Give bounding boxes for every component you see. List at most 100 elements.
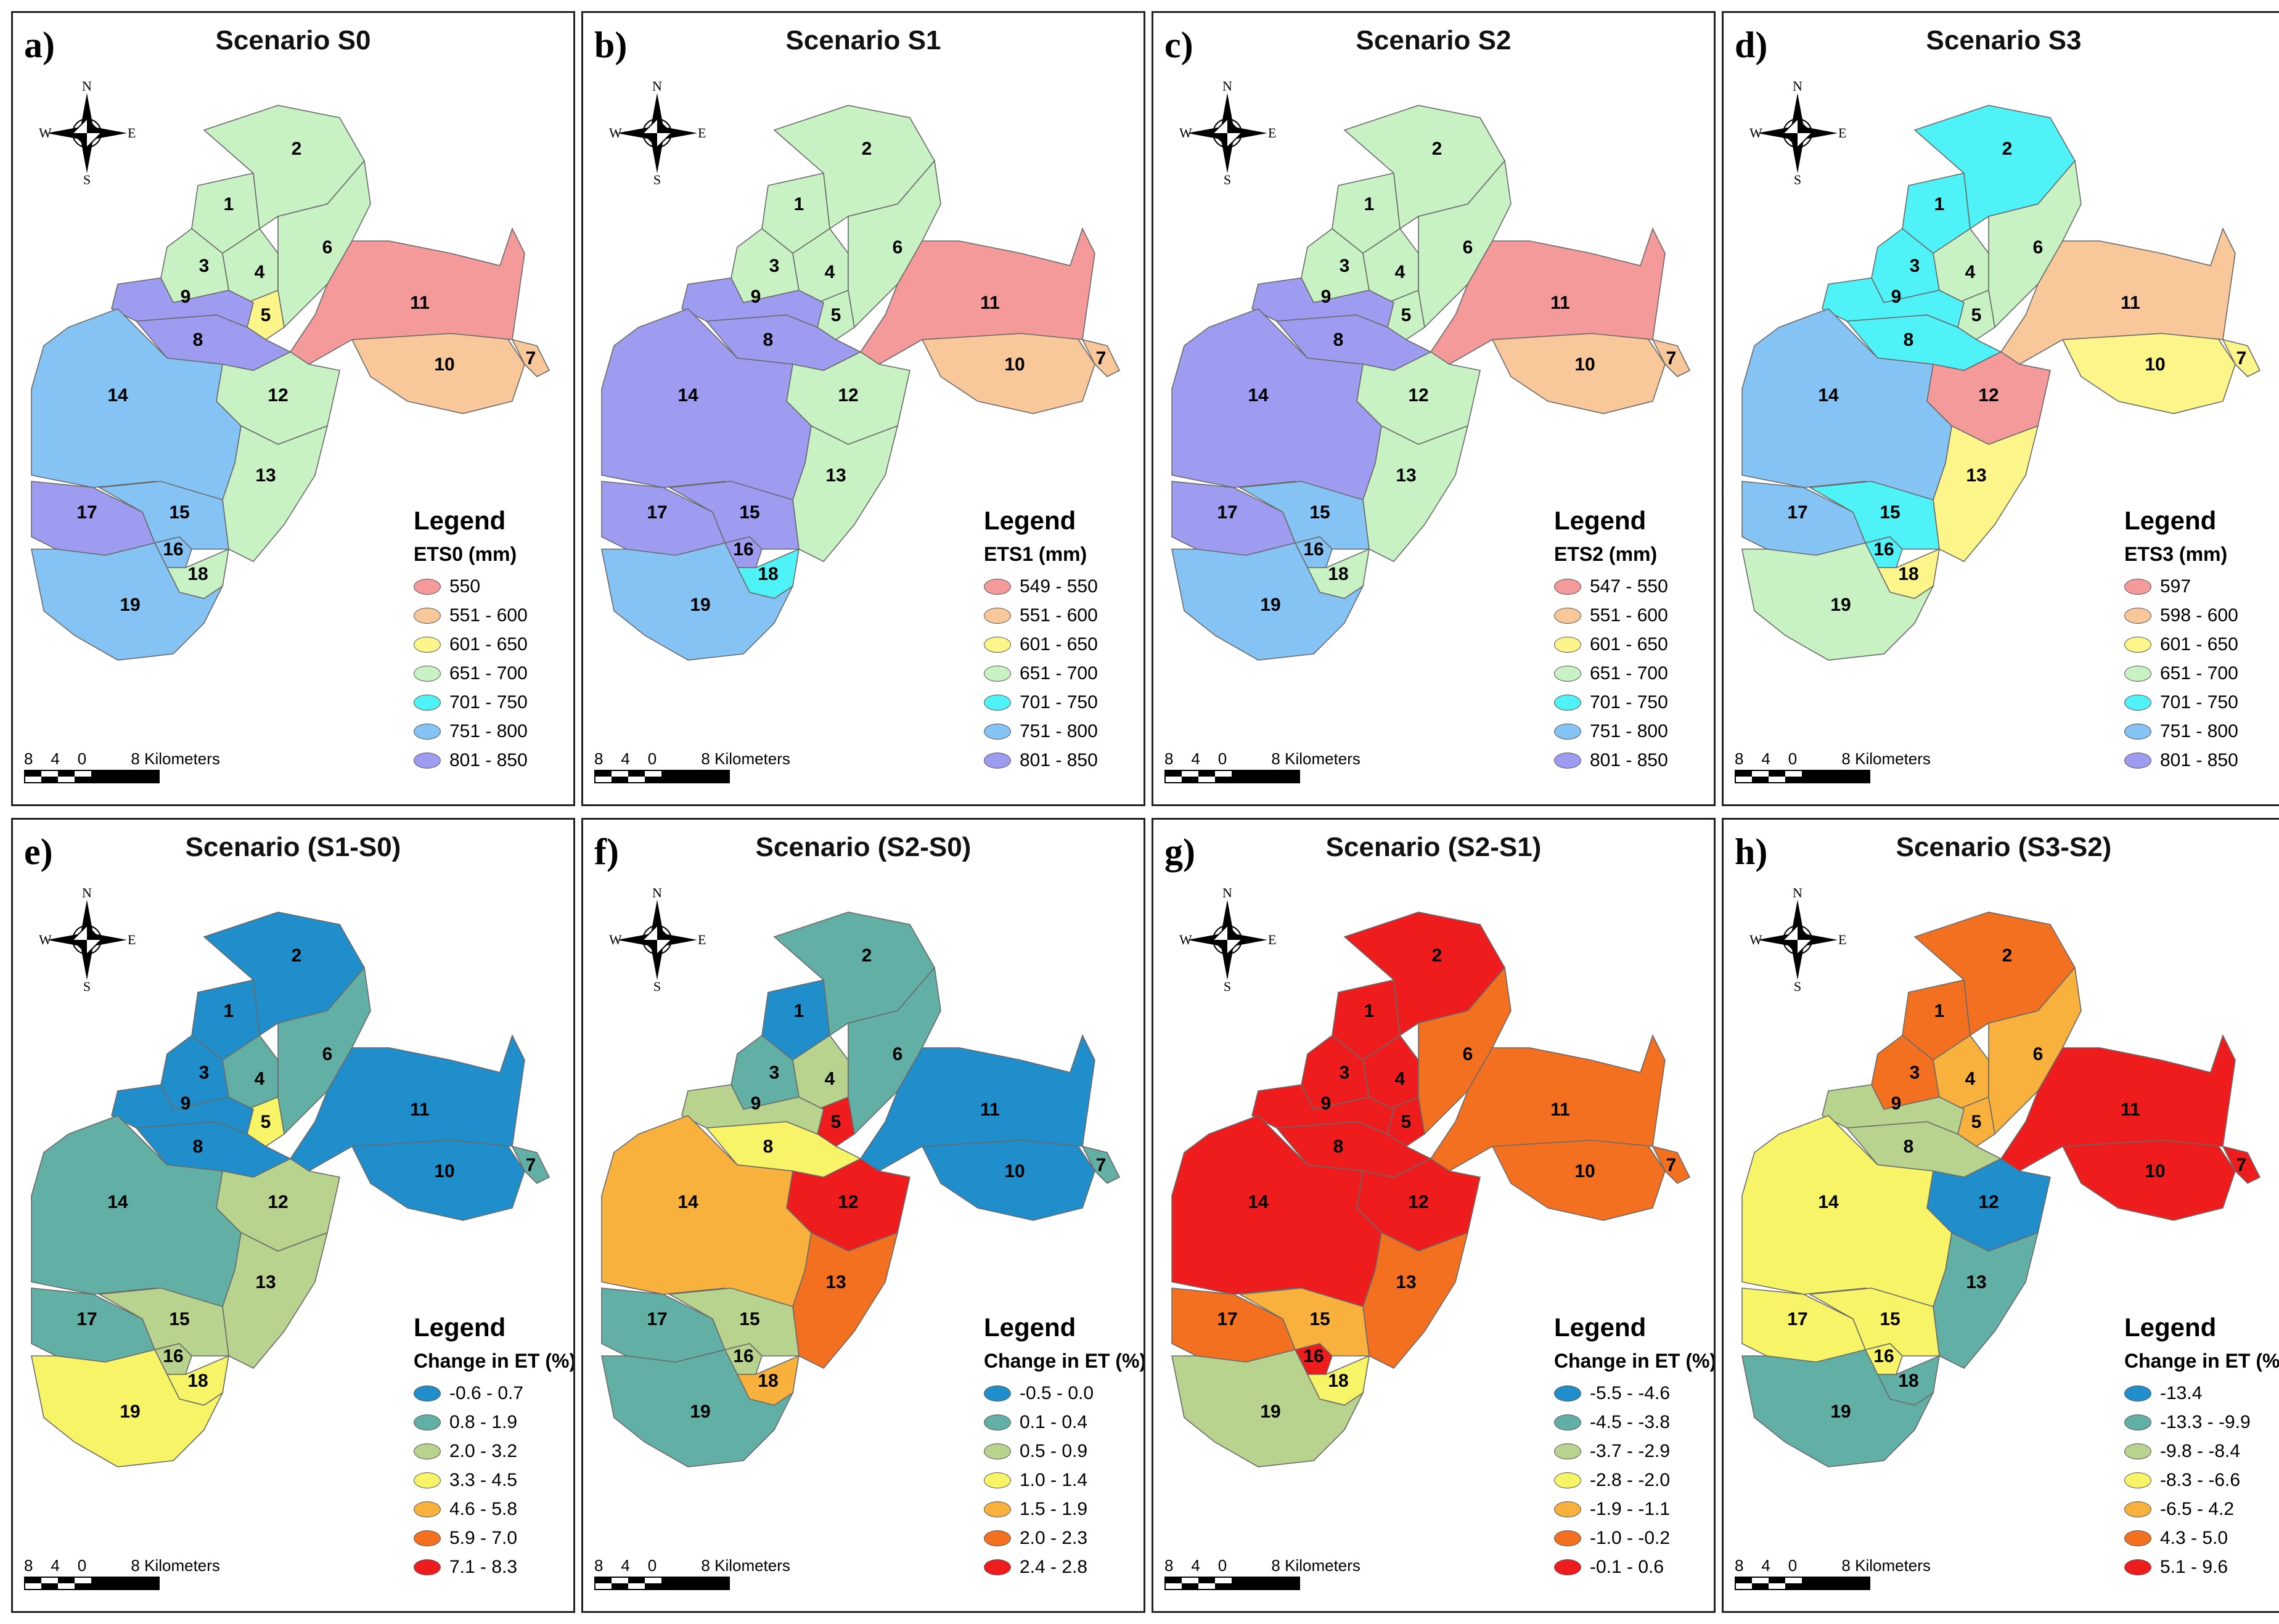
- subbasin-label: 15: [1880, 1309, 1900, 1329]
- map-legend: Legend ETS3 (mm) 597 598 - 600 601 - 650 651 …: [2124, 506, 2279, 775]
- subbasin-label: 15: [1309, 502, 1330, 523]
- legend-heading: Legend: [1554, 1313, 1647, 1342]
- subbasin-label: 3: [199, 1063, 210, 1083]
- map-panel: b) Scenario S1 1 2 3 4 5 6 7 8 9 10 11 12 13 14 15 16 17 18…: [581, 11, 1145, 806]
- compass-w: W: [1179, 932, 1192, 947]
- subbasin-label: 5: [1971, 305, 1982, 325]
- compass-n: N: [1222, 81, 1232, 94]
- compass-n: N: [1222, 887, 1232, 900]
- subbasin-label: 10: [2145, 1161, 2165, 1181]
- scale-bar-graphic: [594, 1577, 730, 1590]
- subbasin-label: 1: [1934, 1001, 1945, 1021]
- legend-label: 551 - 600: [449, 605, 528, 626]
- subbasin-label: 11: [980, 1100, 1000, 1120]
- legend-label: 2.4 - 2.8: [1020, 1556, 1088, 1577]
- legend-label: 597: [2160, 576, 2191, 597]
- map-panel: h) Scenario (S3-S2) 1 2 3 4 5 6 7 8 9 10 11 12 13 14 15 1…: [1722, 818, 2279, 1613]
- legend-label: 601 - 650: [1590, 634, 1668, 655]
- panel-title: Scenario S1: [785, 25, 941, 55]
- legend-swatch: [984, 665, 1011, 682]
- subbasin-label: 4: [825, 1069, 835, 1089]
- subbasin-label: 18: [758, 1371, 778, 1391]
- legend-swatch: [414, 578, 441, 595]
- subbasin-label: 19: [1830, 1402, 1851, 1422]
- compass-e: E: [1268, 932, 1276, 947]
- legend-swatch: [1554, 1414, 1581, 1430]
- subbasin-label: 8: [763, 330, 774, 350]
- legend-entry: -5.5 - -4.6: [1554, 1379, 1714, 1408]
- legend-label: 701 - 750: [1020, 692, 1098, 712]
- scale-tick-label: 0: [629, 1556, 657, 1575]
- legend-entry: 801 - 850: [2124, 746, 2279, 775]
- subbasin-label: 12: [1408, 385, 1428, 406]
- scale-labels: 8 4 0 8 Kilometers: [1735, 1556, 1931, 1575]
- legend-swatch: [414, 752, 441, 769]
- subbasin-label: 18: [758, 564, 778, 584]
- scale-tick-label: 8: [24, 1556, 33, 1575]
- legend-entry: 0.5 - 0.9: [984, 1437, 1144, 1466]
- legend-swatch: [1554, 1472, 1581, 1488]
- subbasin-zone: [1741, 308, 1952, 500]
- legend-swatch: [2124, 1443, 2151, 1459]
- compass-e: E: [1268, 125, 1276, 141]
- legend-label: 550: [449, 576, 481, 597]
- legend-heading: Legend: [984, 506, 1076, 535]
- subbasin-label: 14: [1818, 1192, 1839, 1212]
- legend-entry: 1.0 - 1.4: [984, 1466, 1144, 1495]
- scale-bar-graphic: [594, 770, 730, 783]
- subbasin-label: 12: [1978, 1192, 1999, 1212]
- legend-swatch: [2124, 1472, 2151, 1488]
- map-panel: e) Scenario (S1-S0) 1 2 3 4 5 6 7 8 9 10 11 12 13 14 15 1…: [11, 818, 575, 1613]
- legend-entry: -13.4: [2124, 1379, 2279, 1408]
- scale-tick-label: 0: [629, 749, 657, 768]
- legend-entry: 2.0 - 3.2: [414, 1437, 573, 1466]
- subbasin-label: 6: [1463, 237, 1473, 258]
- legend-label: 801 - 850: [449, 749, 528, 770]
- legend-swatch: [414, 1443, 441, 1459]
- north-arrow-icon: N S W E: [609, 81, 706, 186]
- subbasin-zone: [1741, 1349, 1935, 1467]
- compass-s: S: [1224, 172, 1231, 186]
- subbasin-label: 11: [410, 1100, 430, 1120]
- subbasin-zone: [792, 1231, 899, 1369]
- scale-bar-graphic: [1735, 770, 1870, 783]
- legend-swatch: [414, 636, 441, 653]
- subbasin-label: 13: [255, 1272, 276, 1292]
- legend-entry: 5.1 - 9.6: [2124, 1553, 2279, 1581]
- legend-entry: -6.5 - 4.2: [2124, 1495, 2279, 1524]
- panel-letter: a): [24, 25, 55, 65]
- subbasin-label: 9: [1321, 287, 1332, 307]
- subbasin-label: 8: [1904, 1136, 1914, 1157]
- scale-tick-label: 8 Kilometers: [1227, 749, 1360, 768]
- subbasin-label: 7: [1666, 1155, 1677, 1175]
- legend-field-name: ETS1 (mm): [984, 543, 1087, 565]
- legend-label: -4.5 - -3.8: [1590, 1411, 1671, 1432]
- panel-title: Scenario S3: [1926, 25, 2082, 55]
- legend-entry: 801 - 850: [1554, 746, 1714, 775]
- legend-swatch: [414, 1414, 441, 1430]
- subbasin-label: 14: [677, 1192, 698, 1212]
- legend-label: 801 - 850: [1020, 749, 1098, 770]
- subbasin-label: 6: [1463, 1044, 1473, 1064]
- legend-entry: -9.8 - -8.4: [2124, 1437, 2279, 1466]
- legend-entry: 601 - 650: [2124, 630, 2279, 659]
- legend-entry: 651 - 700: [1554, 659, 1714, 688]
- legend-entry: -4.5 - -3.8: [1554, 1408, 1714, 1437]
- subbasin-label: 2: [862, 945, 872, 966]
- scale-bar-graphic: [1164, 770, 1300, 783]
- compass-w: W: [1179, 125, 1192, 141]
- legend-entry: -0.6 - 0.7: [414, 1379, 573, 1408]
- scale-bar: 8 4 0 8 Kilometers: [1735, 1556, 1931, 1590]
- subbasin-label: 9: [751, 287, 761, 307]
- legend-entry: 701 - 750: [414, 688, 573, 717]
- subbasin-label: 6: [2033, 237, 2044, 258]
- subbasin-label: 2: [1432, 139, 1442, 159]
- compass-w: W: [39, 125, 52, 141]
- legend-label: 5.1 - 9.6: [2160, 1556, 2228, 1577]
- legend-swatch: [2124, 1385, 2151, 1402]
- subbasin-label: 6: [2033, 1044, 2044, 1064]
- legend-entry: 601 - 650: [984, 630, 1144, 659]
